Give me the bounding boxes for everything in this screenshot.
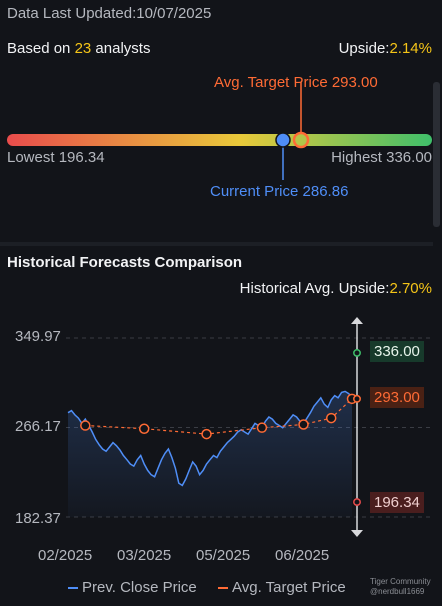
historical-upside: Historical Avg. Upside:2.70% — [240, 280, 432, 297]
lowest-badge: 196.34 — [370, 492, 424, 513]
y-tick-label: 349.97 — [15, 328, 61, 345]
legend-target-label: Avg. Target Price — [232, 579, 346, 596]
analyst-count-text: Based on 23 analysts — [7, 40, 150, 57]
x-tick-label: 05/2025 — [196, 547, 251, 564]
section-divider — [0, 242, 433, 246]
analyst-count: 23 — [74, 40, 92, 57]
avg-target-point — [201, 428, 212, 440]
based-prefix: Based on — [7, 40, 75, 57]
avg-target-point — [298, 419, 309, 430]
legend-target-swatch — [218, 587, 228, 590]
target-badge: 293.00 — [370, 387, 424, 408]
avg-target-point — [80, 420, 91, 431]
upside-label: Upside: — [338, 40, 390, 57]
avg-target-point — [138, 423, 150, 434]
upside: Upside:2.14% — [339, 40, 432, 57]
highest-marker — [353, 348, 361, 357]
target-price-marker — [292, 131, 310, 149]
based-suffix: analysts — [91, 40, 151, 57]
price-area — [68, 391, 352, 517]
range-gradient — [7, 134, 432, 146]
legend-target[interactable]: Avg. Target Price — [218, 579, 346, 596]
legend-close[interactable]: Prev. Close Price — [68, 579, 197, 596]
avg-target-label: Avg. Target Price 293.00 — [214, 74, 378, 91]
current-price-marker — [275, 132, 291, 148]
last-updated: Data Last Updated:10/07/2025 — [7, 5, 212, 22]
avg-target-point — [256, 422, 268, 433]
crosshair-top-handle[interactable] — [351, 317, 363, 324]
x-tick-label: 06/2025 — [275, 547, 330, 564]
grid-lines — [66, 337, 433, 518]
crosshair-bottom-handle[interactable] — [351, 530, 363, 537]
watermark-brand: Tiger Community — [370, 577, 431, 586]
historical-upside-label: Historical Avg. Upside: — [239, 280, 390, 297]
lowest-marker — [353, 498, 361, 507]
historical-upside-value: 2.70% — [389, 280, 432, 297]
reference-points — [353, 348, 361, 507]
legend-close-label: Prev. Close Price — [82, 579, 197, 596]
y-tick-label: 182.37 — [15, 510, 61, 527]
lowest-label: Lowest 196.34 — [7, 149, 105, 166]
highest-label: Highest 336.00 — [331, 149, 432, 166]
scrollbar[interactable] — [433, 82, 440, 227]
current-price-label: Current Price 286.86 — [210, 183, 349, 200]
watermark: Tiger Community @nerdbull1669 — [370, 577, 431, 597]
highest-badge: 336.00 — [370, 341, 424, 362]
history-chart — [66, 317, 433, 537]
x-tick-label: 03/2025 — [117, 547, 172, 564]
x-tick-label: 02/2025 — [38, 547, 93, 564]
historical-title: Historical Forecasts Comparison — [7, 254, 243, 271]
upside-value: 2.14% — [389, 40, 432, 57]
legend-close-swatch — [68, 587, 78, 590]
avg-target-points — [80, 393, 358, 440]
watermark-user: @nerdbull1669 — [370, 587, 425, 596]
target-marker — [353, 394, 361, 403]
avg-target-point — [325, 412, 337, 424]
price-range-bar — [7, 82, 432, 180]
y-tick-label: 266.17 — [15, 418, 61, 435]
